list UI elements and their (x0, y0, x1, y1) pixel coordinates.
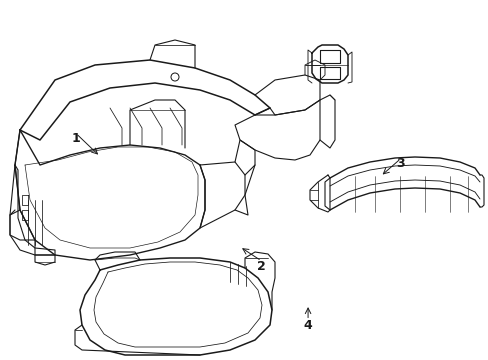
Text: 3: 3 (396, 157, 405, 170)
Text: 4: 4 (303, 319, 312, 332)
Text: 2: 2 (257, 260, 265, 273)
Text: 1: 1 (71, 132, 80, 145)
